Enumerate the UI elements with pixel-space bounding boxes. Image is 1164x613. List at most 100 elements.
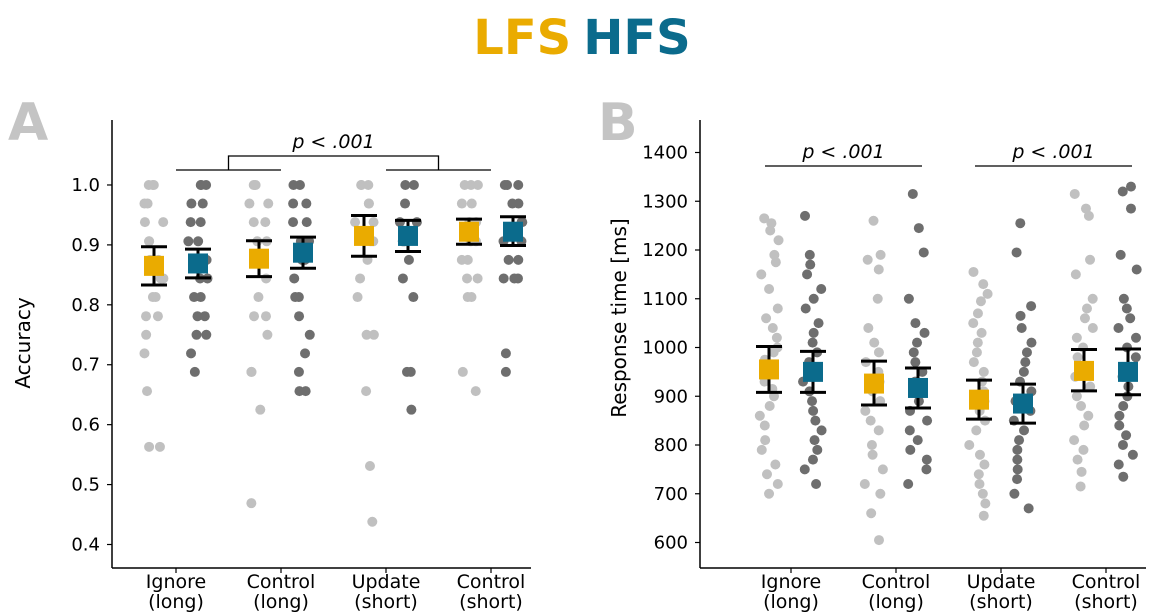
panel-b-hfs-point [813, 318, 824, 329]
panel-b-lfs-point [862, 254, 873, 265]
panel-a-category-sublabel: (long) [253, 591, 309, 613]
panel-b-category-sublabel: (long) [868, 591, 924, 613]
panel-a-hfs-point [500, 366, 511, 377]
panel-b-lfs-point [771, 332, 782, 343]
panel-a-hfs-point [513, 179, 524, 190]
panel-b-hfs-point [1020, 357, 1031, 368]
panel-b-category-label: Ignore [761, 571, 821, 593]
panel-b-lfs-point [770, 257, 781, 268]
panel-b-lfs-point [973, 469, 984, 480]
panel-a-lfs-point [364, 461, 375, 472]
panel-b-y-tick-label: 700 [654, 484, 688, 505]
panel-a-hfs-point [201, 329, 212, 340]
panel-b-lfs-point [1072, 454, 1083, 465]
panel-a-y-tick-label: 0.6 [71, 415, 100, 436]
legend-hfs: HFS [583, 10, 691, 66]
panel-a-hfs-mean-marker [398, 225, 418, 246]
panel-a-hfs-point [408, 179, 419, 190]
panel-b-lfs-point [764, 401, 775, 411]
panel-b-y-axis-title: Response time [ms] [607, 218, 631, 417]
panel-b-lfs-point [972, 337, 983, 348]
panel-b-lfs-point [761, 313, 772, 324]
panel-b-hfs-point [1019, 425, 1030, 436]
panel-b-category-label: Control [862, 571, 931, 593]
panel-b-hfs-point [904, 425, 915, 436]
panel-b-lfs-point [1076, 466, 1087, 477]
panel-b-lfs-point [768, 347, 779, 358]
panel-b-y-tick-label: 1100 [642, 289, 688, 310]
panel-b-hfs-point [1023, 503, 1034, 514]
panel-b-hfs-point [808, 293, 819, 304]
panel-b-lfs-point [1078, 444, 1089, 455]
panel-b-lfs-point [1087, 293, 1098, 304]
panel-a-lfs-point [139, 348, 150, 359]
panel-b-hfs-point [1113, 459, 1124, 470]
panel-a-lfs-point [466, 198, 477, 209]
panel-b-hfs-point [908, 347, 919, 358]
panel-a-lfs-point [472, 273, 483, 284]
panel-b-category-sublabel: (short) [1074, 591, 1138, 613]
panel-a-hfs-point [397, 273, 408, 284]
panel-b-category-label: Control [1072, 571, 1141, 593]
panel-b-hfs-point [808, 327, 819, 338]
panel-a-category-sublabel: (short) [354, 591, 418, 613]
panel-a-hfs-point [293, 292, 304, 303]
panel-b-hfs-point [1018, 366, 1029, 377]
panel-a-lfs-point [158, 217, 169, 228]
panel-b-lfs-point [873, 425, 884, 436]
panel-a-hfs-point [193, 236, 204, 247]
panel-a-hfs-point [294, 311, 305, 322]
panel-b-lfs-point [964, 440, 975, 450]
panel-b-hfs-point [800, 210, 811, 221]
panel-a-y-tick-label: 1.0 [71, 175, 100, 196]
panel-b-lfs-point [867, 449, 878, 460]
panel-b-lfs-point [756, 444, 767, 455]
panel-a-lfs-point [361, 386, 372, 397]
panel-b-hfs-point [807, 337, 818, 348]
panel-b-y-tick-label: 1300 [642, 191, 688, 212]
panel-b-y-tick-label: 1000 [642, 338, 688, 359]
panel-b-hfs-point [910, 318, 921, 329]
panel-a-hfs-point [199, 311, 210, 322]
panel-b-lfs-point [1075, 481, 1086, 492]
panel-a-y-tick-label: 0.5 [71, 475, 100, 496]
panel-b-hfs-point [922, 415, 933, 426]
panel-a-lfs-point [356, 179, 367, 190]
panel-b-lfs-point [860, 405, 871, 416]
panel-a-hfs-point [288, 198, 299, 209]
panel-b-lfs-point [865, 415, 876, 426]
panel-b-lfs-point [980, 498, 991, 509]
panel-b-lfs-point [773, 235, 784, 246]
panel-b-lfs-point [1087, 323, 1098, 333]
panel-a-lfs-point [253, 292, 264, 303]
panel-a-hfs-point [294, 179, 305, 190]
panel-a-lfs-point [470, 386, 481, 397]
panel-a-sig-label: p < .001 [291, 131, 374, 153]
panel-a-hfs-point [183, 236, 194, 247]
panel-a-hfs-point [189, 366, 200, 377]
panel-letter-a: A [8, 93, 48, 153]
panel-b-hfs-point [800, 303, 811, 314]
panel-b-sig-label: p < .001 [801, 141, 884, 163]
panel-a-lfs-point [141, 329, 152, 340]
panel-b-y-tick-label: 800 [654, 435, 688, 456]
panel-b-hfs-point [808, 405, 819, 416]
panel-b-hfs-point [912, 435, 923, 446]
panel-a-lfs-point [143, 179, 154, 190]
panel-b-hfs-point [1009, 488, 1020, 499]
panel-b-lfs-point [971, 425, 982, 436]
panel-b-lfs-point [767, 323, 778, 333]
panel-b-hfs-mean-marker [803, 361, 823, 382]
panel-b-y-tick-label: 600 [654, 533, 688, 554]
panel-a-hfs-point [507, 198, 518, 209]
panel-b-hfs-point [1026, 301, 1037, 312]
panel-a-lfs-mean-marker [459, 221, 479, 242]
panel-b-lfs-point [1072, 352, 1083, 363]
panel-b-lfs-point [1085, 254, 1096, 265]
panel-b-hfs-point [919, 327, 930, 338]
panel-b-hfs-point [1125, 313, 1136, 324]
panel-a-hfs-point [300, 348, 311, 359]
panel-a-hfs-point [406, 404, 417, 415]
panel-b-lfs-point [1083, 210, 1094, 221]
panel-b-sig-label: p < .001 [1011, 141, 1094, 163]
